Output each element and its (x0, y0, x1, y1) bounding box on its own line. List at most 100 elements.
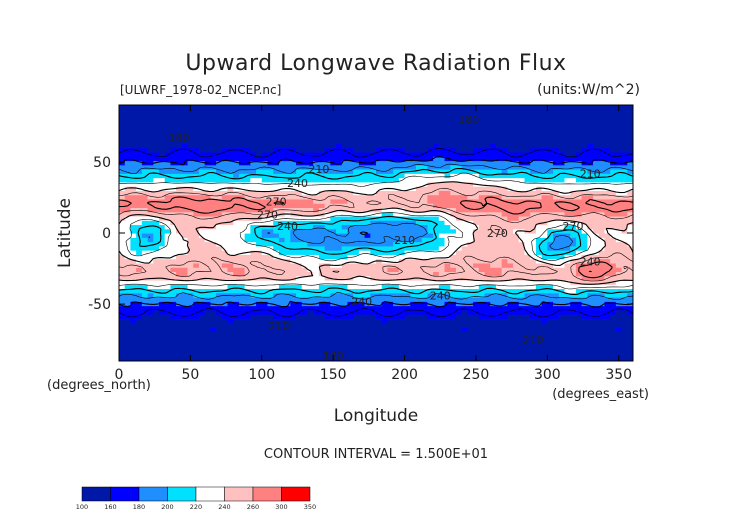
field-cell (364, 181, 371, 187)
field-cell (438, 258, 446, 264)
field-cell (501, 339, 508, 345)
field-cell (387, 164, 394, 170)
field-cell (535, 322, 543, 328)
field-cell (467, 147, 474, 153)
field-cell (415, 356, 423, 361)
field-cell (467, 262, 474, 268)
field-cell (136, 292, 143, 298)
field-cell (376, 284, 383, 290)
field-cell (267, 348, 274, 354)
field-cell (404, 147, 411, 153)
field-cell (324, 198, 331, 204)
field-cell (353, 245, 360, 251)
field-cell (141, 267, 149, 272)
field-cell (233, 356, 240, 361)
field-cell (164, 130, 171, 136)
field-cell (415, 233, 423, 238)
field-cell (204, 194, 211, 200)
field-cell (615, 156, 623, 162)
field-cell (478, 331, 486, 336)
field-cell (484, 241, 491, 247)
field-cell (193, 241, 200, 247)
field-cell (398, 279, 406, 285)
field-cell (170, 224, 177, 230)
field-cell (227, 335, 234, 341)
field-cell (130, 279, 137, 285)
field-cell (467, 254, 474, 260)
field-cell (478, 352, 486, 358)
field-cell (164, 241, 171, 247)
field-cell (564, 335, 571, 341)
field-cell (587, 331, 594, 336)
field-cell (524, 241, 531, 247)
field-cell (324, 314, 331, 319)
field-cell (444, 309, 451, 315)
field-cell (473, 284, 480, 290)
field-cell (216, 224, 223, 230)
field-cell (158, 250, 166, 255)
field-cell (370, 126, 377, 132)
field-cell (158, 134, 166, 140)
field-cell (615, 288, 623, 294)
field-cell (398, 301, 406, 307)
field-cell (164, 190, 171, 196)
field-cell (547, 335, 554, 341)
field-cell (507, 288, 514, 294)
field-cell (530, 130, 537, 136)
field-cell (587, 164, 594, 170)
field-cell (604, 220, 611, 226)
field-cell (164, 352, 171, 358)
field-cell (387, 348, 394, 354)
field-cell (610, 335, 617, 341)
field-cell (455, 275, 463, 281)
field-cell (284, 203, 291, 208)
field-cell (484, 292, 491, 298)
field-cell (473, 258, 480, 264)
field-cell (364, 143, 371, 149)
field-cell (204, 173, 211, 179)
field-cell (558, 241, 566, 247)
field-cell (587, 147, 594, 153)
field-cell (570, 164, 577, 170)
field-cell (564, 339, 571, 345)
field-cell (301, 275, 309, 281)
field-cell (198, 237, 206, 243)
field-cell (581, 156, 588, 162)
field-cell (273, 151, 280, 157)
field-cell (547, 241, 554, 247)
field-cell (324, 301, 331, 307)
field-cell (370, 134, 377, 140)
field-cell (136, 284, 143, 290)
field-cell (581, 181, 588, 187)
field-cell (438, 194, 446, 200)
field-cell (233, 305, 240, 311)
field-cell (358, 177, 366, 183)
field-cell (136, 139, 143, 144)
field-cell (581, 318, 588, 324)
field-cell (581, 309, 588, 315)
field-cell (524, 326, 531, 332)
field-cell (450, 126, 457, 132)
field-cell (507, 254, 514, 260)
field-cell (627, 233, 633, 238)
field-cell (530, 348, 537, 354)
field-cell (273, 297, 280, 302)
field-cell (233, 241, 240, 247)
field-cell (570, 241, 577, 247)
field-cell (318, 301, 326, 307)
field-cell (575, 224, 583, 230)
field-cell (490, 228, 497, 234)
field-cell (535, 177, 543, 183)
field-cell (581, 186, 588, 191)
field-cell (364, 297, 371, 302)
field-cell (210, 343, 217, 349)
field-cell (318, 233, 326, 238)
field-cell (364, 322, 371, 328)
field-cell (119, 309, 126, 315)
field-cell (324, 279, 331, 285)
field-cell (530, 177, 537, 183)
field-cell (381, 203, 389, 208)
field-cell (444, 151, 451, 157)
field-cell (278, 301, 286, 307)
field-cell (353, 122, 360, 127)
